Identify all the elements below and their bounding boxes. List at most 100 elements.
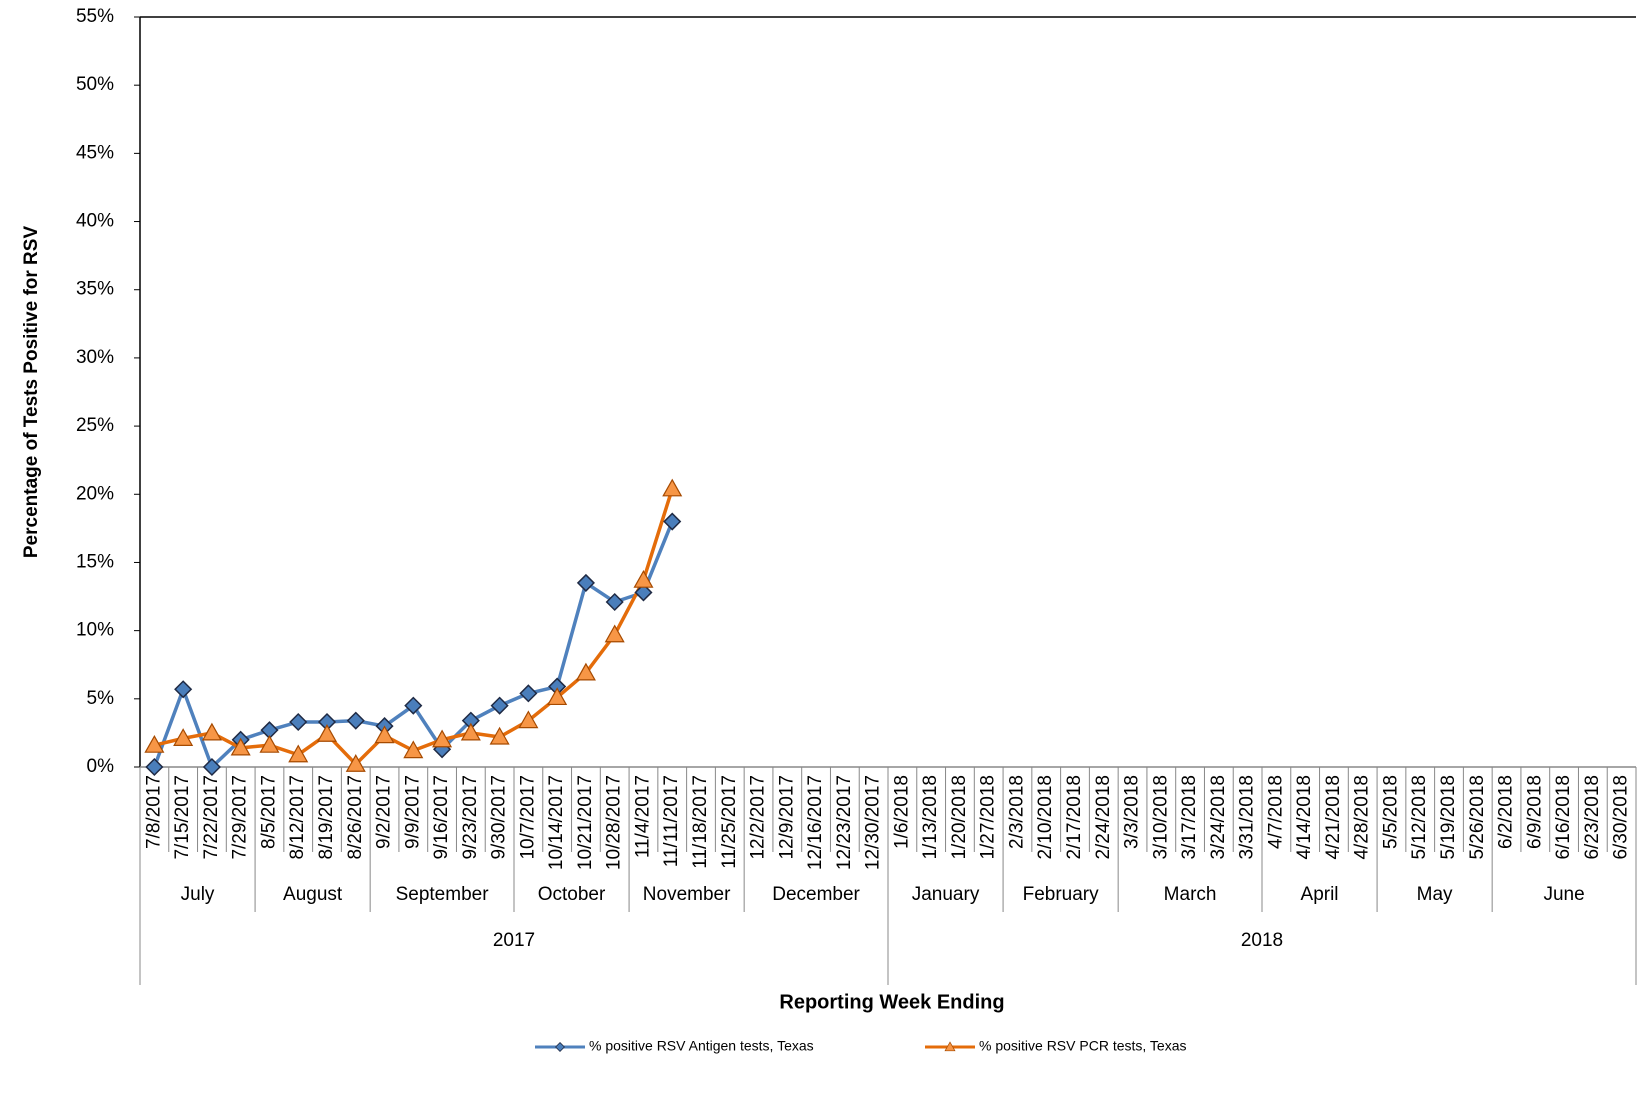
x-tick-label: 6/23/2018 xyxy=(1582,775,1603,860)
x-axis-title: Reporting Week Ending xyxy=(779,991,1004,1013)
month-label: November xyxy=(643,884,731,905)
marker xyxy=(604,624,625,643)
x-tick-label: 8/19/2017 xyxy=(316,775,337,860)
x-tick-label: 2/24/2018 xyxy=(1093,775,1114,860)
x-tick-label: 4/21/2018 xyxy=(1323,775,1344,860)
x-tick-label: 9/9/2017 xyxy=(402,775,423,849)
x-tick-label: 3/10/2018 xyxy=(1150,775,1171,860)
month-label: January xyxy=(912,884,980,905)
x-tick-label: 9/30/2017 xyxy=(489,775,510,860)
x-tick-label: 6/9/2018 xyxy=(1524,775,1545,849)
x-tick-label: 10/7/2017 xyxy=(517,775,538,860)
legend-label: % positive RSV PCR tests, Texas xyxy=(979,1038,1186,1054)
y-axis-title: Percentage of Tests Positive for RSV xyxy=(21,226,42,559)
marker xyxy=(174,680,193,699)
x-tick-label: 10/21/2017 xyxy=(575,775,596,870)
x-tick-label: 9/16/2017 xyxy=(431,775,452,860)
month-label: December xyxy=(772,884,860,905)
y-tick-label: 55% xyxy=(76,6,114,27)
marker xyxy=(575,662,596,681)
legend-marker xyxy=(944,1041,956,1052)
x-tick-label: 8/5/2017 xyxy=(258,775,279,849)
year-label: 2018 xyxy=(1241,930,1283,951)
x-tick-label: 6/16/2018 xyxy=(1553,775,1574,860)
y-tick-label: 25% xyxy=(76,415,114,436)
marker xyxy=(663,512,682,531)
series-line xyxy=(152,520,674,771)
x-tick-label: 3/31/2018 xyxy=(1237,775,1258,860)
y-tick-label: 20% xyxy=(76,483,114,504)
x-tick-label: 8/26/2017 xyxy=(345,775,366,860)
marker xyxy=(519,684,538,703)
x-tick-label: 2/10/2018 xyxy=(1035,775,1056,860)
x-tick-label: 12/23/2017 xyxy=(834,775,855,870)
year-label: 2017 xyxy=(493,930,535,951)
x-tick-label: 2/17/2018 xyxy=(1064,775,1085,860)
y-tick-label: 0% xyxy=(87,756,115,777)
y-tick-label: 15% xyxy=(76,551,114,572)
marker xyxy=(202,757,221,777)
month-label: June xyxy=(1543,884,1584,905)
month-label: July xyxy=(181,884,215,905)
x-tick-label: 7/8/2017 xyxy=(143,775,164,849)
marker xyxy=(288,744,309,763)
legend-marker xyxy=(555,1042,565,1052)
x-tick-label: 1/6/2018 xyxy=(891,775,912,849)
x-tick-label: 4/14/2018 xyxy=(1294,775,1315,860)
x-tick-label: 1/20/2018 xyxy=(949,775,970,860)
marker xyxy=(576,573,595,592)
marker xyxy=(403,740,424,759)
marker xyxy=(662,478,683,497)
x-tick-label: 1/27/2018 xyxy=(978,775,999,860)
marker xyxy=(316,724,338,742)
y-tick-label: 30% xyxy=(76,347,114,368)
x-tick-label: 5/5/2018 xyxy=(1380,775,1401,849)
marker xyxy=(460,722,481,741)
marker xyxy=(634,583,653,602)
marker xyxy=(144,734,165,753)
x-tick-label: 12/16/2017 xyxy=(805,775,826,870)
marker xyxy=(374,725,395,744)
marker xyxy=(289,712,308,732)
x-tick-label: 7/15/2017 xyxy=(172,775,193,860)
marker xyxy=(404,696,423,715)
marker xyxy=(201,722,222,741)
x-tick-label: 1/13/2018 xyxy=(920,775,941,860)
y-tick-label: 10% xyxy=(76,620,114,641)
month-label: October xyxy=(538,884,606,905)
x-tick-label: 2/3/2018 xyxy=(1006,775,1027,849)
x-tick-label: 4/28/2018 xyxy=(1352,775,1373,860)
x-tick-label: 6/30/2018 xyxy=(1611,775,1632,860)
month-label: August xyxy=(283,884,343,905)
y-tick-label: 5% xyxy=(87,688,115,709)
marker xyxy=(489,726,510,745)
x-tick-label: 9/2/2017 xyxy=(374,775,395,849)
marker xyxy=(173,728,194,746)
marker xyxy=(633,569,654,588)
month-label: March xyxy=(1164,884,1217,905)
series-line xyxy=(153,488,674,767)
x-tick-label: 11/18/2017 xyxy=(690,775,711,869)
x-tick-label: 8/12/2017 xyxy=(287,775,308,860)
marker xyxy=(145,757,164,777)
x-tick-label: 3/3/2018 xyxy=(1122,775,1143,849)
x-tick-label: 7/29/2017 xyxy=(230,775,251,860)
x-tick-label: 7/22/2017 xyxy=(201,775,222,860)
marker xyxy=(432,729,453,748)
x-tick-label: 11/4/2017 xyxy=(632,775,653,858)
y-tick-label: 45% xyxy=(76,142,114,163)
x-tick-label: 3/17/2018 xyxy=(1179,775,1200,860)
x-tick-label: 10/14/2017 xyxy=(546,775,567,870)
x-tick-label: 12/30/2017 xyxy=(863,775,884,870)
month-label: February xyxy=(1023,884,1100,905)
x-tick-label: 4/7/2018 xyxy=(1265,775,1286,849)
x-tick-label: 9/23/2017 xyxy=(460,775,481,860)
x-tick-label: 11/25/2017 xyxy=(719,775,740,869)
month-label: April xyxy=(1301,884,1339,905)
legend-label: % positive RSV Antigen tests, Texas xyxy=(589,1038,814,1054)
marker xyxy=(230,737,251,756)
marker xyxy=(259,734,280,753)
x-tick-label: 5/26/2018 xyxy=(1467,775,1488,860)
marker xyxy=(490,696,509,715)
